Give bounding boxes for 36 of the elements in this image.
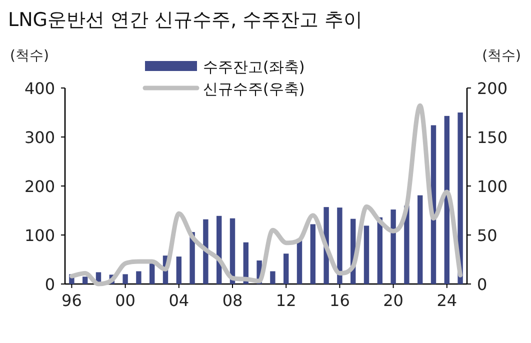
bar (390, 210, 396, 284)
x-tick-label: 00 (115, 291, 136, 310)
legend-label: 수주잔고(좌축) (203, 58, 305, 76)
y-tick-label: 0 (44, 275, 55, 294)
y2-tick-label: 0 (477, 275, 488, 294)
legend-label: 신규수주(우축) (203, 80, 305, 98)
bar (337, 208, 342, 284)
y2-tick-label: 100 (477, 177, 508, 196)
y2-tick-label: 50 (477, 226, 498, 245)
y-tick-label: 200 (24, 177, 55, 196)
chart-title: LNG운반선 연간 신규수주, 수주잔고 추이 (8, 9, 363, 31)
bar (418, 195, 423, 284)
y2-tick-label: 200 (477, 79, 508, 98)
x-tick-label: 08 (222, 291, 243, 310)
bar (136, 271, 142, 284)
x-tick-label: 12 (276, 291, 296, 310)
x-tick-label: 24 (436, 291, 458, 310)
y-axis-title: (척수) (10, 48, 49, 64)
x-tick-label: 04 (168, 291, 190, 310)
bar (310, 224, 316, 284)
bar (444, 116, 450, 284)
x-tick-label: 16 (330, 291, 350, 310)
bar (270, 271, 276, 284)
y-tick-label: 400 (24, 79, 55, 98)
bar (284, 254, 289, 284)
y-tick-label: 300 (24, 128, 55, 147)
bar (122, 274, 128, 284)
y2-tick-label: 150 (477, 128, 508, 147)
y2-axis-title: (척수) (482, 48, 521, 64)
y-tick-label: 100 (24, 226, 55, 245)
bar (364, 226, 370, 284)
x-tick-label: 20 (383, 291, 404, 310)
bar (203, 219, 208, 284)
x-tick-label: 96 (62, 291, 82, 310)
bar (176, 256, 182, 284)
bar (82, 276, 88, 284)
